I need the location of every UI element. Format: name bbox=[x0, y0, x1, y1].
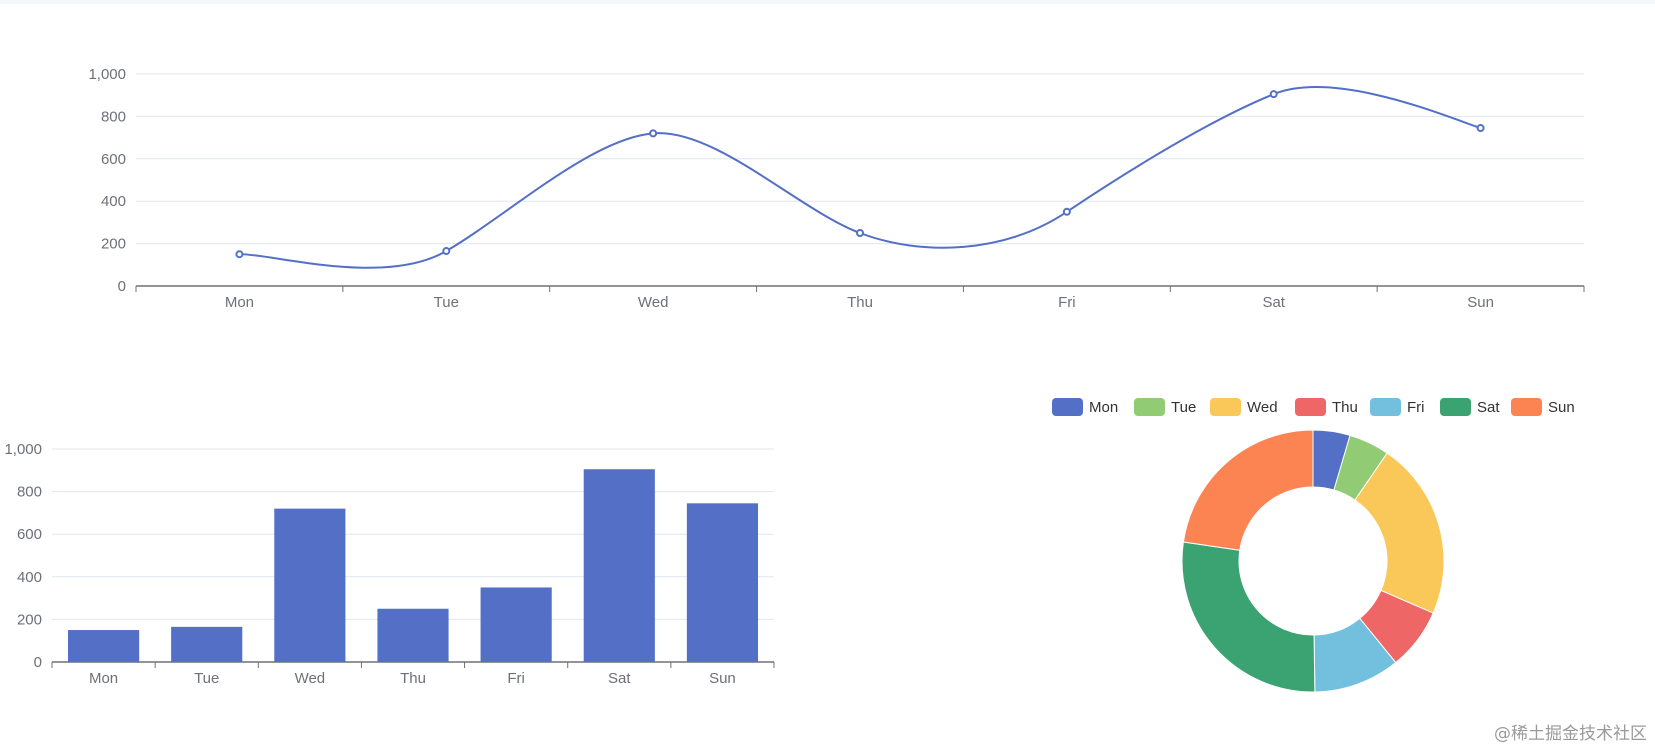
legend-label[interactable]: Thu bbox=[1332, 399, 1358, 416]
line-y-tick-label: 1,000 bbox=[88, 66, 126, 83]
legend-label[interactable]: Tue bbox=[1171, 399, 1196, 416]
legend-swatch[interactable] bbox=[1511, 398, 1542, 416]
watermark: @稀土掘金技术社区 bbox=[1494, 724, 1647, 744]
line-x-tick-label: Mon bbox=[225, 294, 254, 311]
line-point[interactable] bbox=[235, 250, 244, 259]
line-x-tick-label: Sun bbox=[1467, 294, 1494, 311]
line-x-tick-label: Wed bbox=[638, 294, 669, 311]
line-y-tick-label: 0 bbox=[118, 278, 126, 295]
line-point[interactable] bbox=[442, 247, 451, 256]
donut-slice[interactable] bbox=[1182, 429, 1314, 551]
bar-x-tick-label: Sun bbox=[709, 670, 736, 687]
line-point[interactable] bbox=[1476, 124, 1485, 133]
bar[interactable] bbox=[274, 508, 346, 662]
line-point[interactable] bbox=[1062, 207, 1071, 216]
line-y-tick-label: 400 bbox=[101, 193, 126, 210]
bar-y-tick-label: 200 bbox=[17, 611, 42, 628]
bar[interactable] bbox=[67, 630, 140, 662]
legend-label[interactable]: Wed bbox=[1247, 399, 1278, 416]
bar-y-tick-label: 0 bbox=[34, 654, 42, 671]
bar-y-tick-label: 800 bbox=[17, 484, 42, 501]
bar-x-tick-label: Sat bbox=[608, 670, 631, 687]
line-x-tick-label: Tue bbox=[434, 294, 459, 311]
bar-y-tick-label: 1,000 bbox=[4, 441, 42, 458]
line-point[interactable] bbox=[1269, 90, 1278, 99]
legend-swatch[interactable] bbox=[1052, 398, 1083, 416]
bar[interactable] bbox=[171, 626, 243, 662]
bar-x-tick-label: Thu bbox=[400, 670, 426, 687]
legend-label[interactable]: Sat bbox=[1477, 399, 1500, 416]
bar-y-tick-label: 400 bbox=[17, 569, 42, 586]
line-x-tick-label: Thu bbox=[847, 294, 873, 311]
line-x-tick-label: Sat bbox=[1262, 294, 1285, 311]
donut-slice[interactable] bbox=[1181, 541, 1316, 693]
legend-swatch[interactable] bbox=[1440, 398, 1471, 416]
line-point[interactable] bbox=[649, 129, 658, 138]
line-y-tick-label: 200 bbox=[101, 236, 126, 253]
line-point[interactable] bbox=[856, 229, 864, 237]
legend-label[interactable]: Fri bbox=[1407, 399, 1425, 416]
line-y-tick-label: 800 bbox=[101, 108, 126, 125]
top-strip bbox=[0, 0, 1655, 4]
bar-y-tick-label: 600 bbox=[17, 526, 42, 543]
bar-x-tick-label: Wed bbox=[295, 670, 326, 687]
bar-x-tick-label: Mon bbox=[89, 670, 118, 687]
bar[interactable] bbox=[686, 503, 759, 662]
legend-swatch[interactable] bbox=[1370, 398, 1401, 416]
line-y-tick-label: 600 bbox=[101, 151, 126, 168]
bar[interactable] bbox=[377, 608, 449, 662]
legend-swatch[interactable] bbox=[1134, 398, 1165, 416]
line-x-tick-label: Fri bbox=[1058, 294, 1076, 311]
bar[interactable] bbox=[480, 587, 552, 662]
legend-label[interactable]: Sun bbox=[1548, 399, 1575, 416]
bar-x-tick-label: Fri bbox=[507, 670, 525, 687]
legend-swatch[interactable] bbox=[1295, 398, 1326, 416]
bar-x-tick-label: Tue bbox=[194, 670, 219, 687]
bar[interactable] bbox=[583, 469, 655, 662]
legend-swatch[interactable] bbox=[1210, 398, 1241, 416]
legend-label[interactable]: Mon bbox=[1089, 399, 1118, 416]
